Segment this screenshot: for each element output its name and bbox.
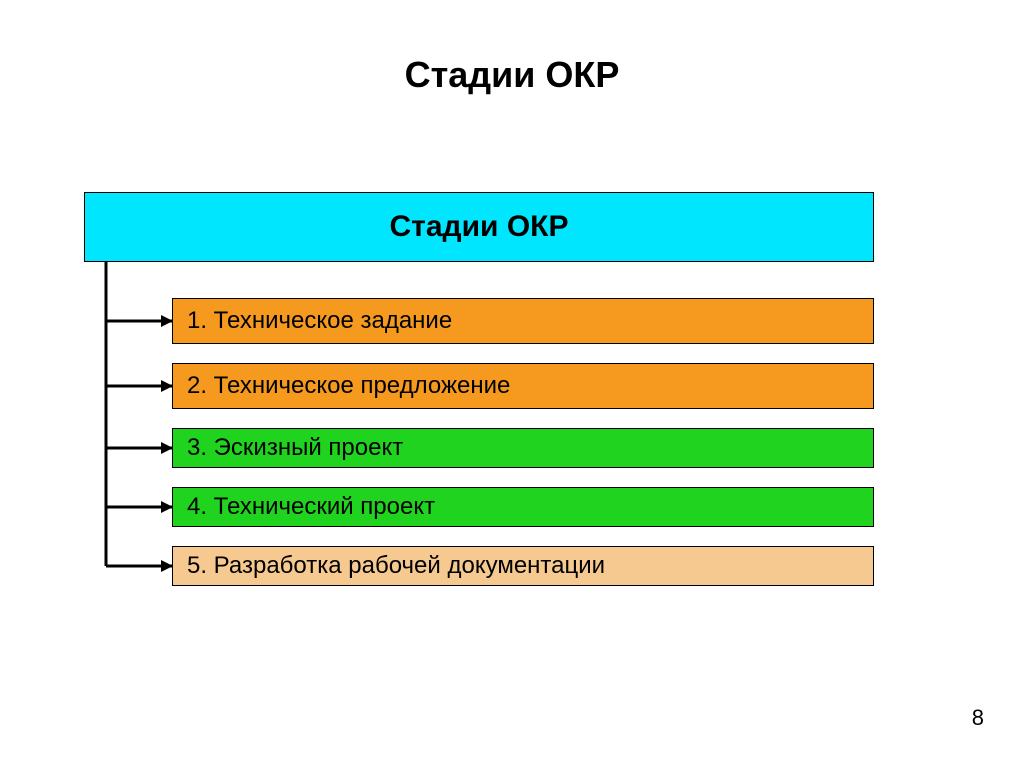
- diagram-header: Стадии ОКР: [84, 192, 874, 262]
- stage-item-3: 3. Эскизный проект: [172, 428, 874, 468]
- stage-item-1: 1. Техническое задание: [172, 298, 874, 344]
- slide: Стадии ОКР Стадии ОКР 1. Техническое зад…: [0, 0, 1024, 767]
- stage-item-2: 2. Техническое предложение: [172, 363, 874, 409]
- diagram-header-label: Стадии ОКР: [390, 210, 569, 244]
- stage-item-label: 2. Техническое предложение: [187, 372, 510, 400]
- page-number: 8: [972, 705, 984, 731]
- stage-item-label: 3. Эскизный проект: [187, 434, 403, 462]
- slide-title: Стадии ОКР: [0, 54, 1024, 96]
- stage-item-4: 4. Технический проект: [172, 487, 874, 527]
- stage-item-label: 4. Технический проект: [187, 493, 435, 521]
- stage-item-label: 5. Разработка рабочей документации: [187, 552, 605, 580]
- stage-item-label: 1. Техническое задание: [187, 307, 452, 335]
- stage-item-5: 5. Разработка рабочей документации: [172, 546, 874, 586]
